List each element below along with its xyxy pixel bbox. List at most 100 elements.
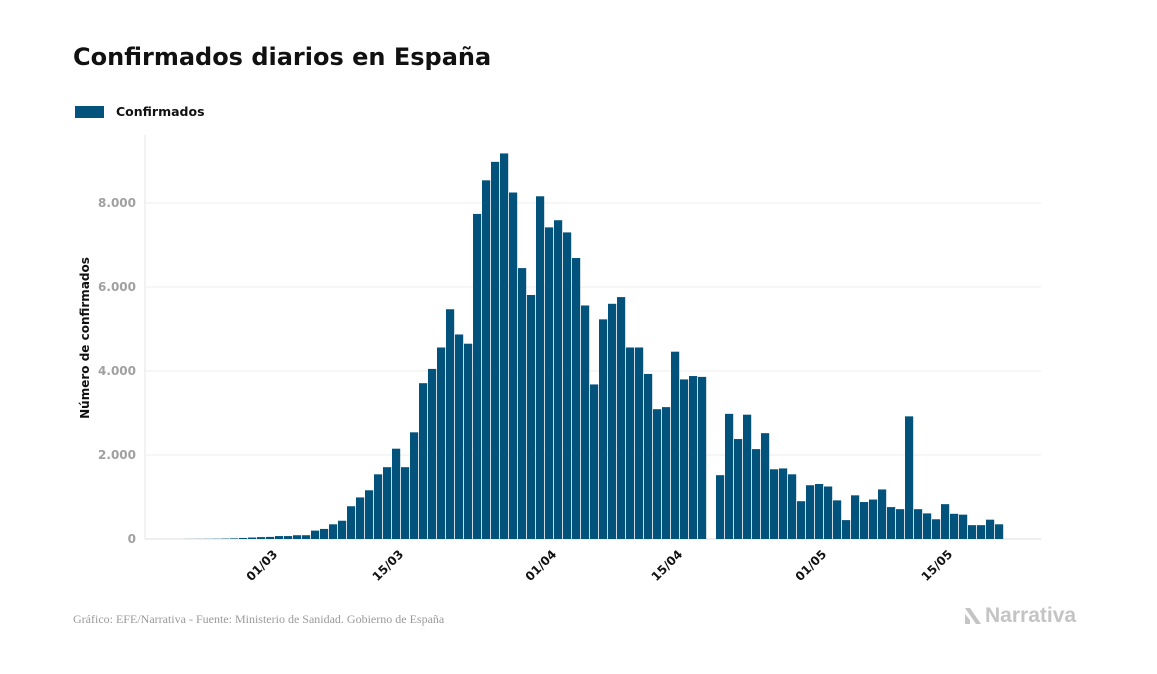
bar-12/05 (914, 509, 923, 539)
bar-17/04 (689, 376, 698, 539)
bar-27/04 (779, 468, 788, 539)
x-tick-label: 01/05 (793, 547, 830, 584)
bar-18/03 (419, 383, 428, 539)
bar-22/04 (734, 439, 743, 539)
bar-28/02 (248, 537, 257, 539)
bar-24/03 (473, 213, 482, 540)
bar-15/03 (392, 448, 401, 539)
y-axis-title: Número de confirmados (78, 257, 92, 419)
y-tick-label: 2.000 (98, 448, 136, 462)
bar-10/03 (347, 506, 356, 539)
bar-14/05 (932, 519, 941, 539)
bar-16/04 (680, 379, 689, 539)
source-footer: Gráfico: EFE/Narrativa - Fuente: Ministe… (73, 612, 445, 626)
x-tick-label: 15/04 (649, 547, 686, 584)
bar-01/03 (266, 536, 275, 539)
bar-14/04 (662, 407, 671, 539)
bar-08/05 (878, 489, 887, 539)
bar-24/04 (752, 449, 761, 539)
bar-29/02 (257, 537, 266, 539)
legend-label: Confirmados (116, 104, 205, 119)
y-tick-label: 8.000 (98, 196, 136, 210)
bar-13/03 (374, 474, 383, 539)
bar-01/04 (545, 227, 554, 540)
bar-22/03 (455, 334, 464, 539)
bar-08/03 (329, 524, 338, 539)
bar-16/03 (401, 467, 410, 539)
bar-12/03 (365, 490, 374, 539)
bar-26/03 (491, 161, 500, 539)
bar-25/03 (482, 180, 491, 539)
bar-06/04 (590, 384, 599, 539)
bar-10/04 (626, 347, 635, 539)
y-tick-label: 4.000 (98, 364, 136, 378)
x-tick-label: 01/04 (523, 547, 560, 584)
logo-text: Narrativa (985, 604, 1077, 627)
bar-09/05 (887, 507, 896, 539)
bar-18/04 (698, 376, 707, 539)
bar-10/05 (896, 509, 905, 539)
y-tick-label: 0 (128, 532, 136, 546)
bar-26/04 (770, 469, 779, 539)
narrativa-logo: Narrativa (963, 604, 1076, 628)
bar-12/04 (644, 373, 653, 539)
bar-04/05 (842, 520, 851, 539)
bar-27/03 (500, 153, 509, 539)
bar-19/03 (428, 368, 437, 539)
bar-09/04 (617, 297, 626, 539)
bar-29/03 (518, 268, 527, 539)
narrativa-n-icon (965, 608, 981, 624)
x-tick-label: 15/05 (919, 547, 956, 584)
y-tick-label: 6.000 (98, 280, 136, 294)
bar-18/05 (968, 525, 977, 539)
bar-02/05 (824, 486, 833, 539)
bar-07/05 (869, 499, 878, 539)
bar-21/04 (725, 413, 734, 539)
bar-08/04 (608, 303, 617, 539)
bar-04/04 (572, 258, 581, 539)
bar-03/03 (284, 536, 293, 539)
x-tick-label: 15/03 (370, 547, 407, 584)
bar-13/05 (923, 513, 932, 539)
bar-28/03 (509, 192, 518, 539)
bar-07/04 (599, 319, 608, 539)
x-tick-label: 01/03 (244, 547, 281, 584)
bar-20/03 (437, 347, 446, 539)
bar-11/05 (905, 416, 914, 539)
bar-04/03 (293, 535, 302, 539)
bar-29/04 (797, 501, 806, 539)
bar-06/03 (311, 530, 320, 539)
bar-30/04 (806, 485, 815, 539)
bar-11/04 (635, 347, 644, 539)
bar-01/05 (815, 483, 824, 539)
bar-23/04 (743, 414, 752, 539)
bar-27/02 (239, 537, 248, 539)
bar-13/04 (653, 409, 662, 539)
bar-20/05 (986, 519, 995, 539)
bar-25/04 (761, 433, 770, 539)
legend-swatch (75, 105, 104, 118)
bar-15/04 (671, 351, 680, 539)
bar-19/05 (977, 525, 986, 539)
bar-15/05 (941, 504, 950, 539)
bar-11/03 (356, 497, 365, 539)
bar-09/03 (338, 520, 347, 539)
bar-23/03 (464, 343, 473, 539)
bar-03/05 (833, 500, 842, 539)
chart-title: Confirmados diarios en España (73, 43, 492, 71)
bar-30/03 (527, 294, 536, 539)
bar-31/03 (536, 196, 545, 539)
bar-20/04 (716, 475, 725, 539)
bar-16/05 (950, 513, 959, 539)
bar-21/05 (995, 524, 1004, 539)
bar-06/05 (860, 502, 869, 539)
legend: Confirmados (75, 104, 205, 119)
bar-26/02 (230, 538, 239, 539)
bar-28/04 (788, 474, 797, 539)
bar-17/03 (410, 432, 419, 539)
bar-05/03 (302, 535, 311, 539)
bar-03/04 (563, 232, 572, 539)
bar-14/03 (383, 467, 392, 539)
bar-07/03 (320, 528, 329, 539)
